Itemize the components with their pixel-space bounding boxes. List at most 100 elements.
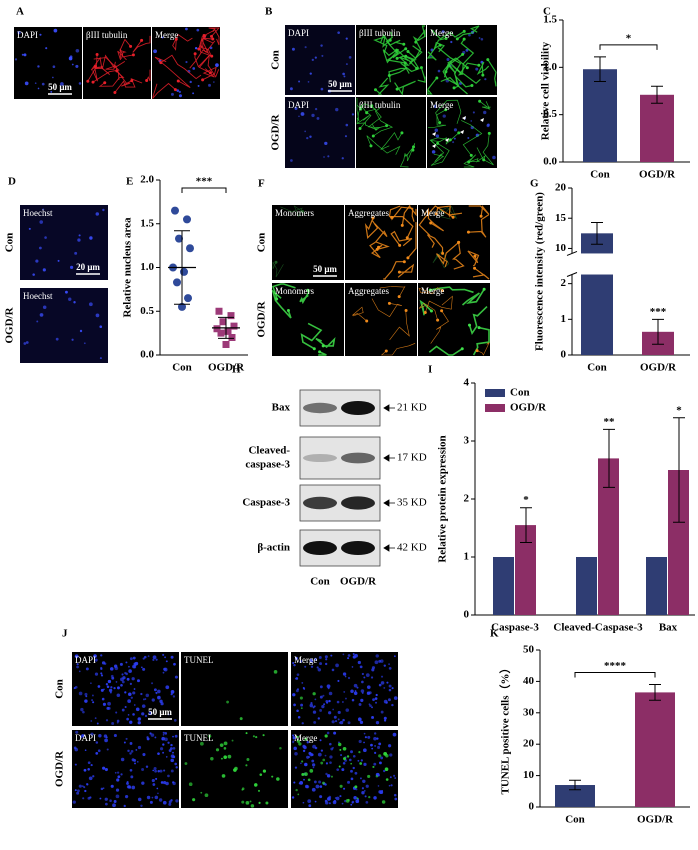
point xyxy=(215,307,223,315)
neurite xyxy=(98,71,125,87)
neurite xyxy=(440,205,457,220)
nucleus xyxy=(99,797,102,800)
neurite xyxy=(146,69,151,82)
point xyxy=(173,278,181,287)
nucleus xyxy=(219,743,224,747)
bar xyxy=(555,785,595,807)
neurite xyxy=(117,48,134,61)
nucleus xyxy=(165,685,170,690)
nucleus xyxy=(167,741,170,744)
channel-label: Aggregates xyxy=(348,208,389,218)
panel-label: B xyxy=(265,6,273,18)
blot-band xyxy=(303,454,337,462)
bar xyxy=(493,557,514,615)
nucleus xyxy=(44,236,47,239)
nucleus xyxy=(370,676,374,679)
nucleus xyxy=(53,28,58,33)
nucleus xyxy=(126,717,129,721)
neurite xyxy=(461,120,483,156)
nucleus xyxy=(350,689,354,694)
nucleus xyxy=(442,114,446,118)
nucleus xyxy=(107,706,111,710)
nucleus xyxy=(129,752,132,755)
nucleus xyxy=(380,659,384,663)
nucleus xyxy=(305,784,309,789)
nucleus xyxy=(42,305,47,310)
nucleus xyxy=(302,801,305,804)
nucleus xyxy=(133,704,136,706)
nucleus xyxy=(245,732,248,735)
nucleus xyxy=(329,742,332,746)
nucleus xyxy=(383,719,387,722)
size-arrow xyxy=(383,544,395,552)
nucleus xyxy=(309,72,312,75)
nucleus xyxy=(249,800,252,803)
nucleus xyxy=(345,697,347,700)
nucleus xyxy=(116,693,121,698)
nucleus xyxy=(105,719,109,722)
neurite xyxy=(375,77,390,95)
nucleus xyxy=(352,653,355,655)
nucleus xyxy=(108,688,113,693)
neurite xyxy=(356,98,361,122)
nucleus xyxy=(96,722,99,725)
nucleus xyxy=(296,735,299,738)
neurite xyxy=(202,66,217,81)
nucleus xyxy=(75,49,80,53)
nucleus xyxy=(124,691,127,694)
nucleus xyxy=(319,662,323,666)
nucleus xyxy=(121,680,125,684)
nucleus xyxy=(314,107,318,111)
nucleus xyxy=(223,741,228,746)
nucleus xyxy=(296,709,299,713)
nucleus xyxy=(339,720,344,725)
point xyxy=(184,294,192,303)
nucleus xyxy=(231,739,234,742)
y-tick-label: 1.5 xyxy=(140,217,154,229)
nucleus xyxy=(74,251,78,255)
nucleus xyxy=(309,703,314,708)
nucleus xyxy=(293,694,296,696)
nucleus xyxy=(390,784,393,787)
nucleus xyxy=(57,259,60,262)
nucleus xyxy=(360,689,365,693)
nucleus xyxy=(155,658,158,661)
nucleus xyxy=(23,53,27,57)
nucleus xyxy=(319,795,323,799)
nucleus xyxy=(303,778,305,781)
nucleus xyxy=(185,60,188,64)
break-mark xyxy=(566,250,578,256)
nucleus xyxy=(107,701,111,706)
nucleus xyxy=(131,785,136,790)
nucleus xyxy=(296,739,301,743)
nucleus xyxy=(82,710,85,714)
nucleus xyxy=(386,681,389,684)
nucleus xyxy=(320,44,323,47)
neurite xyxy=(114,77,143,93)
nucleus xyxy=(131,677,135,681)
nucleus xyxy=(391,687,394,690)
nucleus xyxy=(42,268,46,272)
nucleus xyxy=(90,764,93,767)
nucleus xyxy=(170,92,174,96)
nucleus xyxy=(116,686,120,690)
nucleus xyxy=(470,120,473,122)
nucleus xyxy=(34,82,37,84)
nucleus xyxy=(91,699,94,702)
nucleus xyxy=(130,775,134,779)
nucleus xyxy=(347,654,351,657)
nucleus xyxy=(324,754,327,757)
point xyxy=(230,322,238,330)
nucleus xyxy=(387,698,391,702)
nucleus xyxy=(208,83,211,87)
nucleus xyxy=(381,800,386,804)
nucleus xyxy=(365,673,370,677)
nucleus xyxy=(358,739,362,744)
nucleus xyxy=(310,702,313,705)
nucleus xyxy=(441,30,445,34)
channel-label: Merge xyxy=(430,28,453,38)
nucleus xyxy=(245,764,248,767)
neurite xyxy=(379,286,406,297)
nucleus xyxy=(125,661,128,664)
neurite xyxy=(418,302,438,321)
